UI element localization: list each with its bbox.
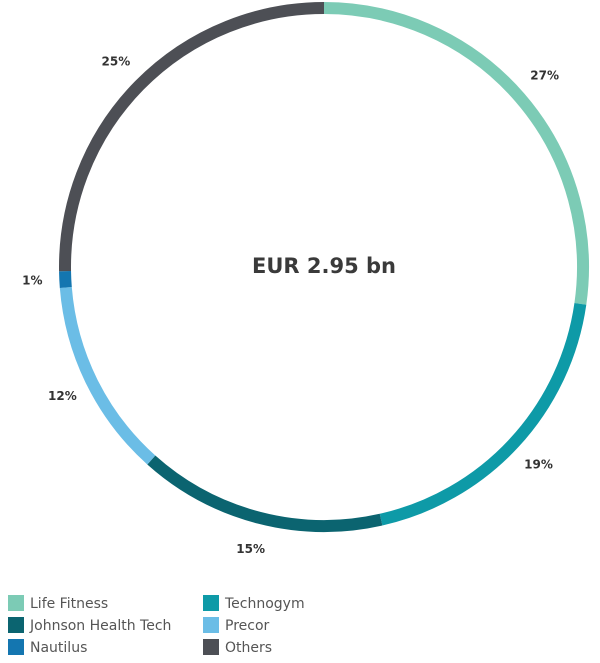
legend-label: Johnson Health Tech — [29, 618, 171, 634]
donut-segment — [323, 2, 589, 305]
legend-swatch — [203, 595, 219, 611]
donut-segment — [59, 287, 156, 465]
value-label: 12% — [48, 389, 77, 403]
legend-swatch — [8, 617, 24, 633]
donut-segment — [147, 455, 383, 532]
center-label: EUR 2.95 bn — [252, 254, 396, 278]
legend-swatch — [203, 639, 219, 655]
value-label: 25% — [102, 55, 131, 69]
legend-swatch — [8, 639, 24, 655]
legend-label: Precor — [225, 618, 270, 634]
legend-swatch — [8, 595, 24, 611]
legend-label: Life Fitness — [30, 596, 108, 612]
legend-label: Others — [225, 640, 272, 656]
donut-segment — [379, 303, 587, 526]
value-label: 27% — [530, 68, 559, 82]
legend-label: Technogym — [224, 596, 305, 612]
legend-swatch — [203, 617, 219, 633]
value-label: 19% — [524, 458, 553, 472]
value-label: 15% — [236, 542, 265, 556]
value-label: 1% — [22, 273, 42, 287]
donut-segment — [59, 270, 72, 289]
legend-label: Nautilus — [30, 640, 87, 656]
donut-segment — [59, 2, 325, 272]
